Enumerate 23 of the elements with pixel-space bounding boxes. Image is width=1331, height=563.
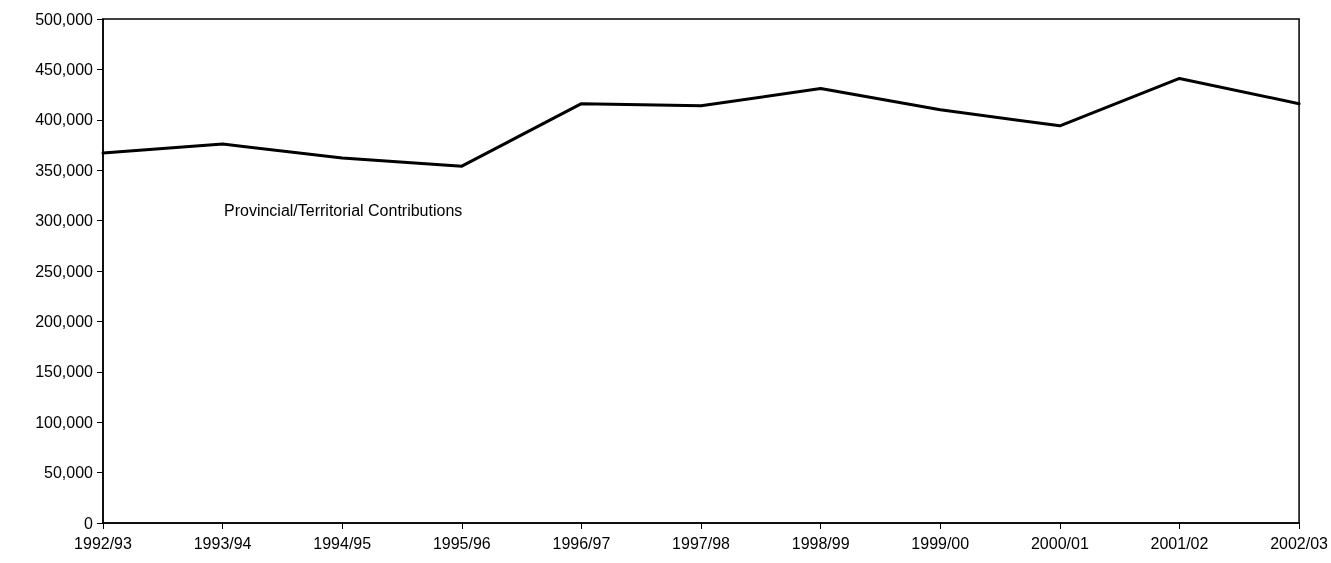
y-tick-label: 50,000 <box>44 464 94 482</box>
y-tick-label: 0 <box>84 514 94 532</box>
y-tick-label: 300,000 <box>35 212 94 230</box>
y-tick-label: 500,000 <box>35 10 94 28</box>
y-tick-label: 100,000 <box>35 413 94 431</box>
x-tick-label: 1998/99 <box>791 534 850 552</box>
x-tick-label: 1997/98 <box>672 534 731 552</box>
y-tick-label: 150,000 <box>35 363 94 381</box>
x-tick-label: 1993/94 <box>193 534 252 552</box>
x-tick-label: 1999/00 <box>911 534 970 552</box>
y-tick-label: 350,000 <box>35 161 94 179</box>
text: Provincial/Territorial Contributions <box>224 202 463 220</box>
x-tick-label: 2002/03 <box>1270 534 1329 552</box>
y-tick-label: 250,000 <box>35 262 94 280</box>
x-tick-label: 1995/96 <box>432 534 491 552</box>
y-tick-label: 450,000 <box>35 60 94 78</box>
x-tick-label: 1996/97 <box>552 534 611 552</box>
y-tick-label: 400,000 <box>35 111 94 129</box>
x-tick-label: 2001/02 <box>1150 534 1209 552</box>
x-tick-label: 1992/93 <box>74 534 133 552</box>
x-tick-label: 1994/95 <box>313 534 372 552</box>
x-tick-label: 2000/01 <box>1030 534 1089 552</box>
y-tick-label: 200,000 <box>35 312 94 330</box>
